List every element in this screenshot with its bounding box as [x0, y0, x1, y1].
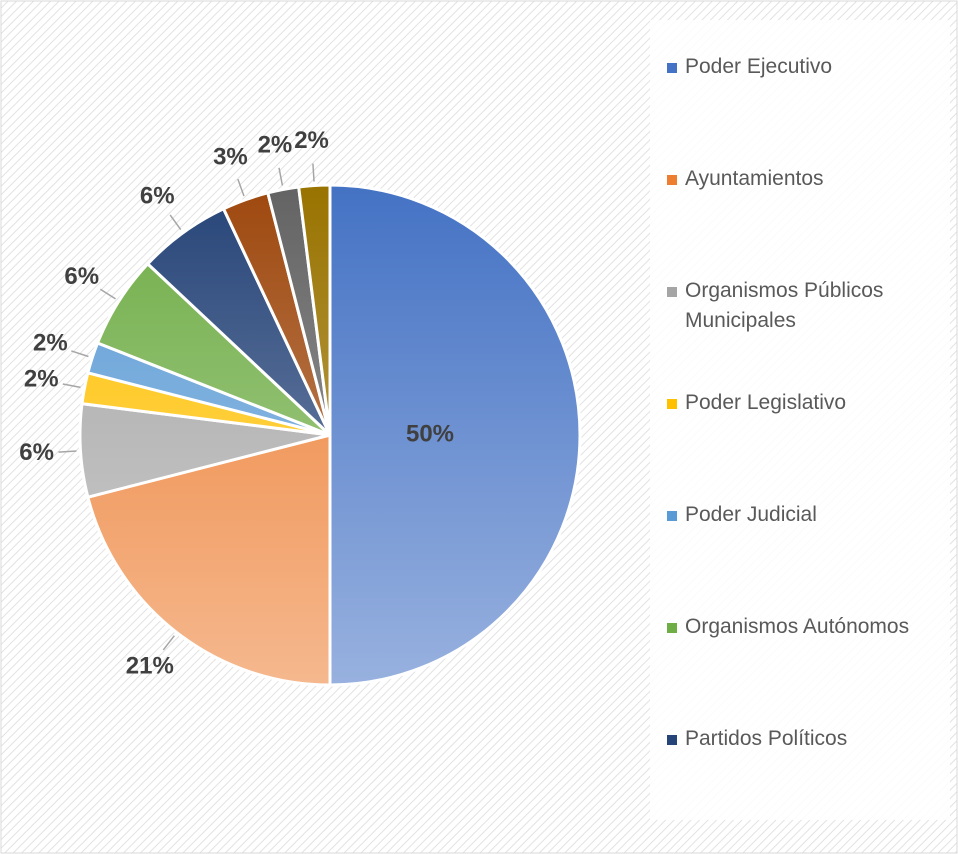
pie-slice — [86, 433, 332, 687]
legend-entry: Poder Judicial — [665, 500, 958, 530]
leader-line — [71, 350, 89, 358]
pie-slice — [296, 183, 332, 436]
legend-swatch — [667, 287, 677, 297]
legend-entry: Poder Ejecutivo — [665, 52, 958, 82]
legend-entry: Partidos Políticos — [665, 724, 958, 754]
leader-line — [62, 383, 81, 389]
legend-label: Poder Legislativo — [685, 391, 847, 414]
pie-slice — [328, 183, 582, 687]
leader-line — [169, 214, 182, 230]
legend-swatch — [667, 63, 677, 73]
leader-line — [58, 450, 77, 453]
legend-entry: Organismos Públicos Municipales — [665, 276, 958, 336]
legend-label: Poder Judicial — [685, 503, 817, 526]
data-label: 6% — [140, 182, 175, 209]
data-label: 6% — [64, 263, 99, 290]
legend-label: Organismos Autónomos — [685, 615, 910, 638]
legend-label: Poder Ejecutivo — [685, 55, 833, 78]
legend-swatch — [667, 399, 677, 409]
legend-swatch — [667, 511, 677, 521]
data-label: 50% — [406, 420, 454, 447]
legend-entry: Organismos Autónomos — [665, 612, 958, 642]
data-label: 2% — [258, 132, 293, 159]
legend-label: Ayuntamientos — [685, 167, 824, 190]
legend-swatch — [667, 175, 677, 185]
data-label: 2% — [33, 329, 68, 356]
legend-entry: Poder Legislativo — [665, 388, 958, 418]
data-label: 2% — [24, 365, 59, 392]
leader-line — [237, 178, 245, 197]
legend-background — [650, 20, 950, 820]
data-label: 3% — [213, 144, 248, 171]
legend-swatch — [667, 735, 677, 745]
leader-line — [162, 635, 175, 651]
legend-label: Organismos Públicos Municipales — [685, 279, 884, 332]
data-label: 2% — [294, 127, 329, 154]
legend-entry: Ayuntamientos — [665, 164, 958, 194]
legend-label: Partidos Políticos — [685, 727, 848, 750]
leader-line — [99, 288, 116, 300]
data-label: 6% — [19, 439, 54, 466]
legend-swatch — [667, 623, 677, 633]
leader-line — [312, 163, 315, 182]
leader-line — [278, 167, 284, 186]
data-label: 21% — [126, 653, 174, 680]
